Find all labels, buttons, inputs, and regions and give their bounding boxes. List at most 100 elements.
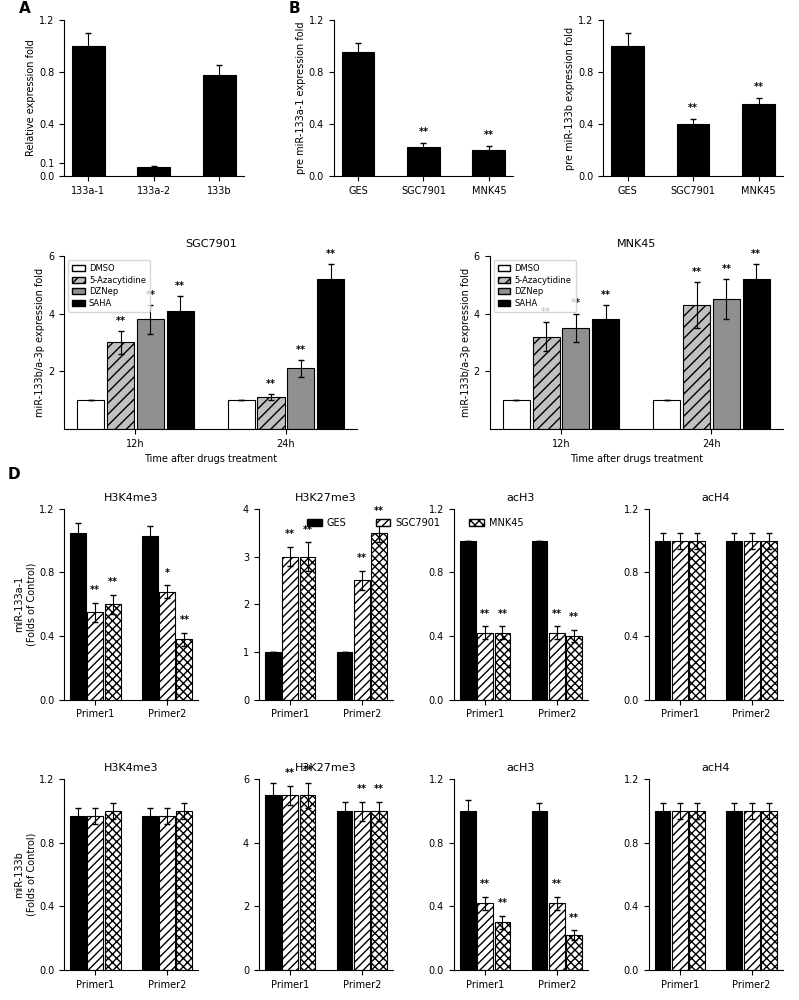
Bar: [654, 400, 680, 429]
Bar: [477, 633, 493, 700]
Bar: [336, 811, 352, 970]
Title: SGC7901: SGC7901: [185, 239, 237, 249]
Bar: [141, 536, 157, 700]
Text: **: **: [569, 612, 579, 622]
Text: **: **: [179, 615, 189, 625]
Text: B: B: [288, 1, 300, 16]
Bar: [531, 541, 547, 700]
Bar: [503, 400, 530, 429]
Text: **: **: [692, 267, 702, 277]
Bar: [459, 811, 475, 970]
Y-axis label: pre miR-133a-1 expression fold: pre miR-133a-1 expression fold: [296, 22, 306, 174]
Bar: [282, 557, 298, 700]
Bar: [533, 337, 560, 429]
Text: **: **: [552, 609, 562, 619]
Bar: [677, 124, 710, 176]
Bar: [690, 541, 706, 700]
Bar: [672, 541, 688, 700]
Bar: [726, 541, 742, 700]
Text: **: **: [116, 316, 125, 326]
Text: **: **: [175, 281, 185, 291]
Bar: [177, 639, 193, 700]
Y-axis label: Relative expression fold: Relative expression fold: [26, 40, 36, 156]
Bar: [72, 46, 105, 176]
Text: **: **: [498, 609, 507, 619]
Text: D: D: [7, 467, 20, 482]
Bar: [177, 811, 193, 970]
Bar: [726, 811, 742, 970]
Bar: [459, 541, 475, 700]
Bar: [744, 811, 760, 970]
Text: **: **: [303, 765, 312, 775]
Text: **: **: [484, 130, 494, 140]
Bar: [167, 311, 193, 429]
Text: **: **: [721, 264, 731, 274]
Bar: [566, 636, 582, 700]
Bar: [672, 811, 688, 970]
Bar: [407, 147, 439, 176]
Bar: [742, 104, 775, 176]
Bar: [654, 541, 670, 700]
Y-axis label: miR-133a-1
(Folds of Control): miR-133a-1 (Folds of Control): [14, 563, 36, 646]
Text: **: **: [325, 249, 336, 259]
Bar: [690, 811, 706, 970]
Title: acH4: acH4: [702, 763, 730, 773]
Bar: [744, 541, 760, 700]
Bar: [107, 342, 134, 429]
X-axis label: Time after drugs treatment: Time after drugs treatment: [570, 454, 703, 464]
Bar: [549, 903, 565, 970]
Bar: [336, 652, 352, 700]
Bar: [495, 922, 511, 970]
Legend: GES, SGC7901, MNK45: GES, SGC7901, MNK45: [304, 514, 527, 531]
Text: **: **: [753, 82, 764, 92]
Text: **: **: [552, 879, 562, 889]
Bar: [257, 397, 284, 429]
Bar: [159, 592, 175, 700]
Text: **: **: [751, 249, 761, 259]
Text: **: **: [498, 898, 507, 908]
Bar: [141, 816, 157, 970]
Title: acH3: acH3: [507, 763, 535, 773]
Text: **: **: [357, 784, 367, 794]
Text: **: **: [285, 529, 295, 539]
Text: **: **: [374, 506, 384, 516]
Text: **: **: [145, 290, 155, 300]
Title: H3K4me3: H3K4me3: [104, 493, 158, 503]
Y-axis label: pre miR-133b expression fold: pre miR-133b expression fold: [566, 26, 575, 170]
Bar: [137, 167, 170, 176]
Text: **: **: [601, 290, 610, 300]
Y-axis label: miR-133b/a-3p expression fold: miR-133b/a-3p expression fold: [35, 268, 46, 417]
Text: *: *: [165, 568, 169, 578]
Bar: [562, 328, 590, 429]
Bar: [477, 903, 493, 970]
Text: **: **: [419, 127, 428, 137]
Text: **: **: [541, 307, 551, 317]
Text: **: **: [266, 379, 276, 389]
Bar: [761, 541, 777, 700]
Bar: [265, 795, 280, 970]
Bar: [203, 75, 236, 176]
Legend: DMSO, 5-Azacytidine, DZNep, SAHA: DMSO, 5-Azacytidine, DZNep, SAHA: [68, 260, 150, 312]
Bar: [300, 557, 316, 700]
Bar: [372, 533, 388, 700]
Title: H3K27me3: H3K27me3: [295, 763, 357, 773]
Text: **: **: [303, 525, 312, 535]
Bar: [495, 633, 511, 700]
Bar: [713, 299, 740, 429]
Bar: [549, 633, 565, 700]
Bar: [611, 46, 644, 176]
Text: **: **: [285, 768, 295, 778]
Text: **: **: [357, 553, 367, 563]
Bar: [472, 150, 505, 176]
Bar: [354, 811, 370, 970]
Bar: [105, 811, 121, 970]
Bar: [228, 400, 255, 429]
Bar: [592, 319, 619, 429]
Text: **: **: [90, 585, 100, 595]
Bar: [761, 811, 777, 970]
Text: **: **: [569, 913, 579, 923]
Text: **: **: [688, 103, 698, 113]
Text: **: **: [374, 784, 384, 794]
Y-axis label: miR-133b/a-3p expression fold: miR-133b/a-3p expression fold: [461, 268, 471, 417]
X-axis label: Time after drugs treatment: Time after drugs treatment: [144, 454, 277, 464]
